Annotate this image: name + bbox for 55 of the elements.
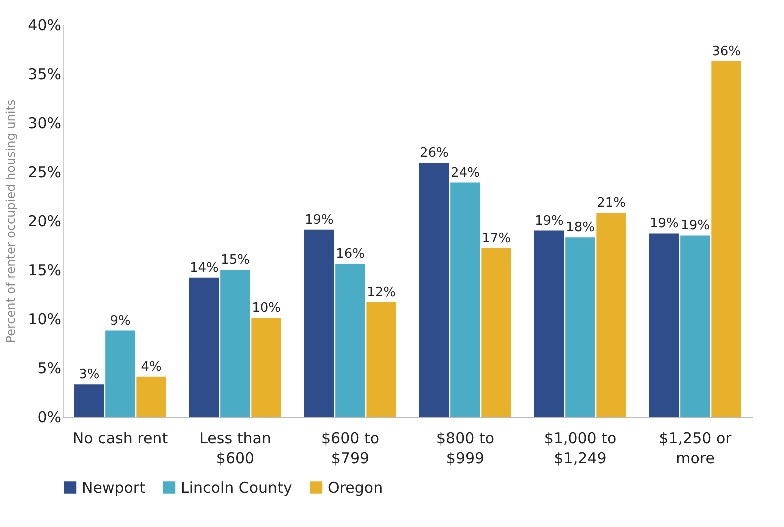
x-tick-label: $800 to $999: [436, 430, 495, 468]
bar: [336, 264, 366, 417]
data-label: 16%: [336, 247, 365, 262]
bar: [220, 270, 250, 417]
y-tick-label: 20%: [28, 212, 62, 230]
data-label: 24%: [451, 166, 480, 181]
data-label: 21%: [597, 196, 626, 212]
data-label: 12%: [367, 285, 396, 300]
bar: [420, 163, 450, 417]
data-label: 3%: [79, 368, 100, 383]
x-tick-label: Less than $600: [200, 430, 272, 468]
data-label: 4%: [141, 360, 162, 375]
bar: [680, 236, 710, 417]
bar: [190, 278, 220, 417]
bar: [482, 248, 512, 417]
bar: [252, 318, 282, 417]
y-tick-label: 15%: [28, 262, 62, 280]
data-label: 9%: [110, 314, 131, 329]
bar: [650, 234, 680, 417]
y-tick-label: 0%: [38, 408, 62, 426]
y-tick-label: 5%: [38, 360, 62, 378]
bar: [596, 213, 626, 417]
y-tick-label: 25%: [28, 164, 62, 182]
data-label: 17%: [482, 231, 512, 246]
data-label: 19%: [304, 212, 334, 228]
y-tick-label: 40%: [28, 16, 62, 34]
x-tick-label: $1,000 to $1,249: [544, 430, 617, 468]
bar: [304, 230, 334, 417]
bar: [106, 330, 136, 417]
legend-label: Newport: [82, 478, 146, 497]
legend-label: Oregon: [328, 478, 384, 497]
data-label: 18%: [566, 220, 595, 236]
data-label: 19%: [534, 214, 564, 229]
data-label: 19%: [681, 218, 710, 234]
x-tick-label: No cash rent: [72, 430, 168, 448]
y-tick-label: 10%: [28, 310, 62, 328]
bar: [136, 376, 166, 417]
legend-label: Lincoln County: [181, 478, 292, 497]
data-label: 36%: [712, 44, 742, 60]
data-label: 15%: [221, 253, 250, 268]
data-label: 26%: [420, 146, 449, 162]
data-label: 14%: [190, 260, 219, 276]
bar: [74, 384, 104, 417]
bar: [712, 61, 742, 417]
y-tick-label: 35%: [28, 66, 62, 84]
bar: [450, 182, 480, 417]
x-tick-label: $600 to $799: [321, 430, 380, 468]
data-label: 10%: [252, 301, 282, 316]
y-tick-label: 30%: [28, 114, 62, 132]
bar: [534, 230, 564, 417]
bar: [566, 238, 596, 417]
x-tick-label: $1,250 or more: [659, 430, 733, 468]
bar: [366, 302, 396, 417]
y-axis-title: Percent of renter occupied housing units: [4, 100, 18, 344]
data-label: 19%: [650, 216, 679, 232]
